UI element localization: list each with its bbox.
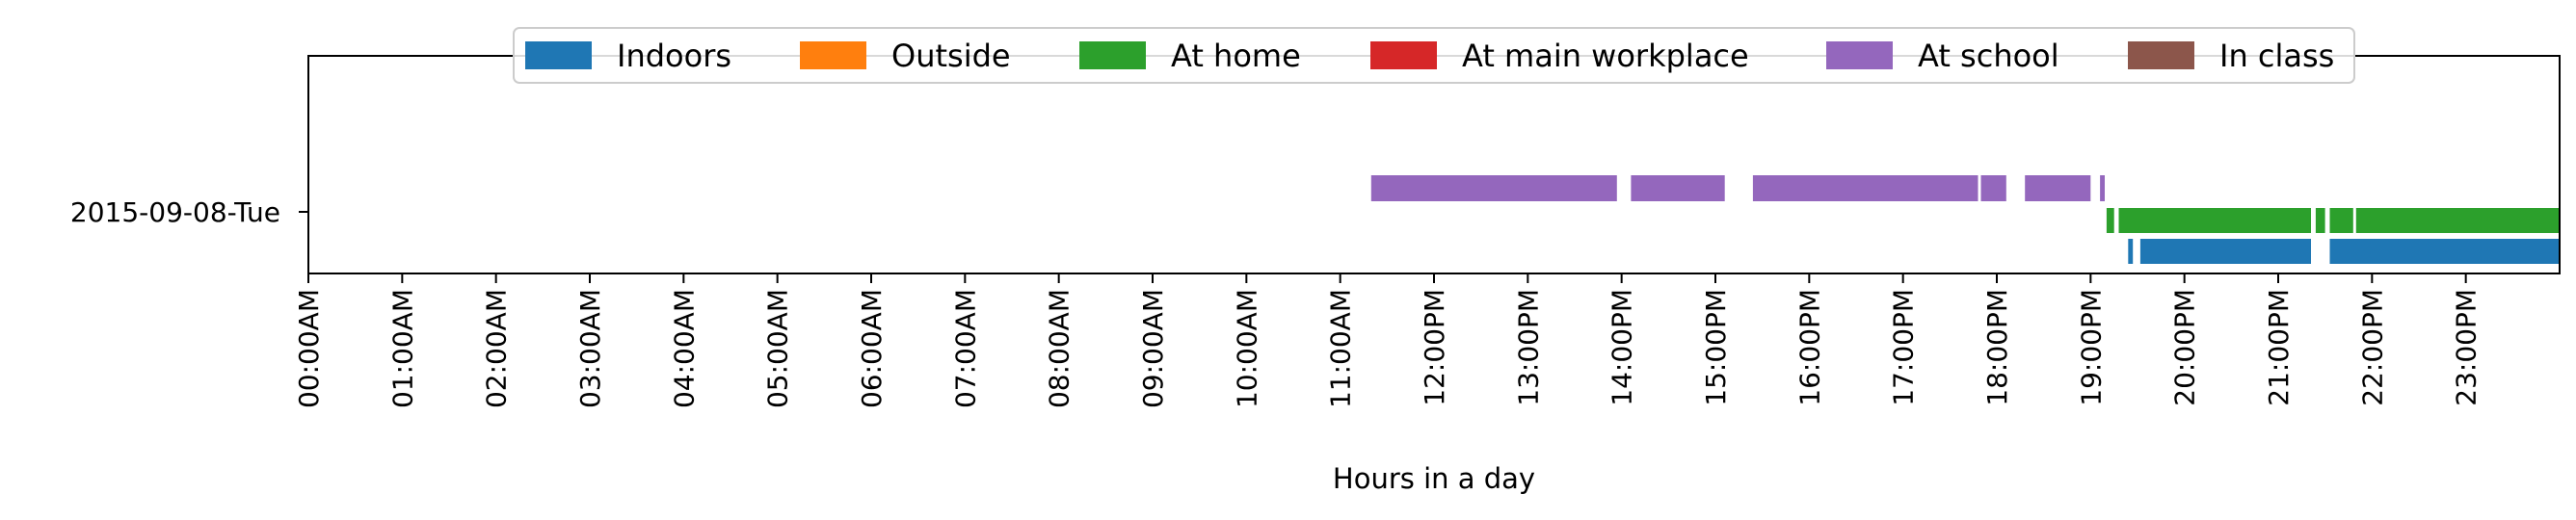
legend-label: At main workplace: [1462, 38, 1749, 74]
legend-swatch: [1370, 41, 1437, 69]
legend: Indoors Outside At home At main workplace At…: [513, 27, 2355, 84]
x-tick-label: 15:00PM: [1700, 289, 1732, 406]
timeline-bar-at-home: [2329, 208, 2353, 233]
x-tick-label: 04:00AM: [668, 289, 700, 408]
legend-swatch: [2128, 41, 2194, 69]
x-tick-label: 01:00AM: [386, 289, 418, 408]
x-tick-label: 06:00AM: [856, 289, 888, 408]
x-tick-label: 03:00AM: [574, 289, 606, 408]
x-tick-label: 13:00PM: [1512, 289, 1544, 406]
timeline-bar-at-home: [2106, 208, 2114, 233]
x-tick-label: 00:00AM: [293, 289, 325, 408]
legend-label: At home: [1171, 38, 1301, 74]
x-axis-label: Hours in a day: [1333, 462, 1535, 495]
x-tick-label: 17:00PM: [1888, 289, 1920, 406]
legend-label: Indoors: [617, 38, 731, 74]
timeline-bar-at-home: [2118, 208, 2311, 233]
x-tick-label: 09:00AM: [1137, 289, 1169, 408]
x-tick-label: 11:00AM: [1325, 289, 1357, 408]
x-tick-label: 08:00AM: [1044, 289, 1076, 408]
plot-area: [1370, 175, 2560, 264]
x-tick-label: 22:00PM: [2356, 289, 2388, 406]
y-axis: 2015-09-08-Tue: [70, 196, 308, 228]
x-tick-label: 20:00PM: [2169, 289, 2201, 406]
x-tick-label: 12:00PM: [1419, 289, 1450, 406]
timeline-bar-at-school: [1752, 175, 1978, 201]
legend-swatch: [800, 41, 866, 69]
timeline-bar-at-school: [1370, 175, 1617, 201]
x-tick-label: 21:00PM: [2263, 289, 2295, 406]
timeline-bar-indoors: [2329, 239, 2560, 264]
timeline-bar-indoors: [2128, 239, 2134, 264]
x-tick-label: 23:00PM: [2451, 289, 2483, 406]
legend-label: Outside: [891, 38, 1011, 74]
timeline-bar-at-school: [2025, 175, 2091, 201]
legend-swatch: [1826, 41, 1893, 69]
x-tick-label: 14:00PM: [1607, 289, 1638, 406]
timeline-bar-at-home: [2315, 208, 2325, 233]
legend-swatch: [525, 41, 592, 69]
x-tick-label: 05:00AM: [762, 289, 794, 408]
x-tick-label: 16:00PM: [1793, 289, 1825, 406]
legend-swatch: [1079, 41, 1146, 69]
y-tick-label: 2015-09-08-Tue: [70, 196, 280, 228]
x-tick-label: 07:00AM: [949, 289, 981, 408]
x-tick-label: 10:00AM: [1231, 289, 1262, 408]
timeline-bar-at-school: [2100, 175, 2105, 201]
timeline-bar-at-home: [2355, 208, 2560, 233]
legend-label: In class: [2219, 38, 2334, 74]
x-axis: 00:00AM 01:00AM 02:00AM 03:00AM 04:00AM 05:00…: [293, 273, 2483, 408]
timeline-bar-indoors: [2139, 239, 2311, 264]
timeline-bar-at-school: [1631, 175, 1725, 201]
x-tick-label: 19:00PM: [2075, 289, 2107, 406]
timeline-bar-at-school: [1980, 175, 2006, 201]
x-tick-label: 02:00AM: [481, 289, 513, 408]
legend-label: At school: [1918, 38, 2059, 74]
x-tick-label: 18:00PM: [1981, 289, 2013, 406]
